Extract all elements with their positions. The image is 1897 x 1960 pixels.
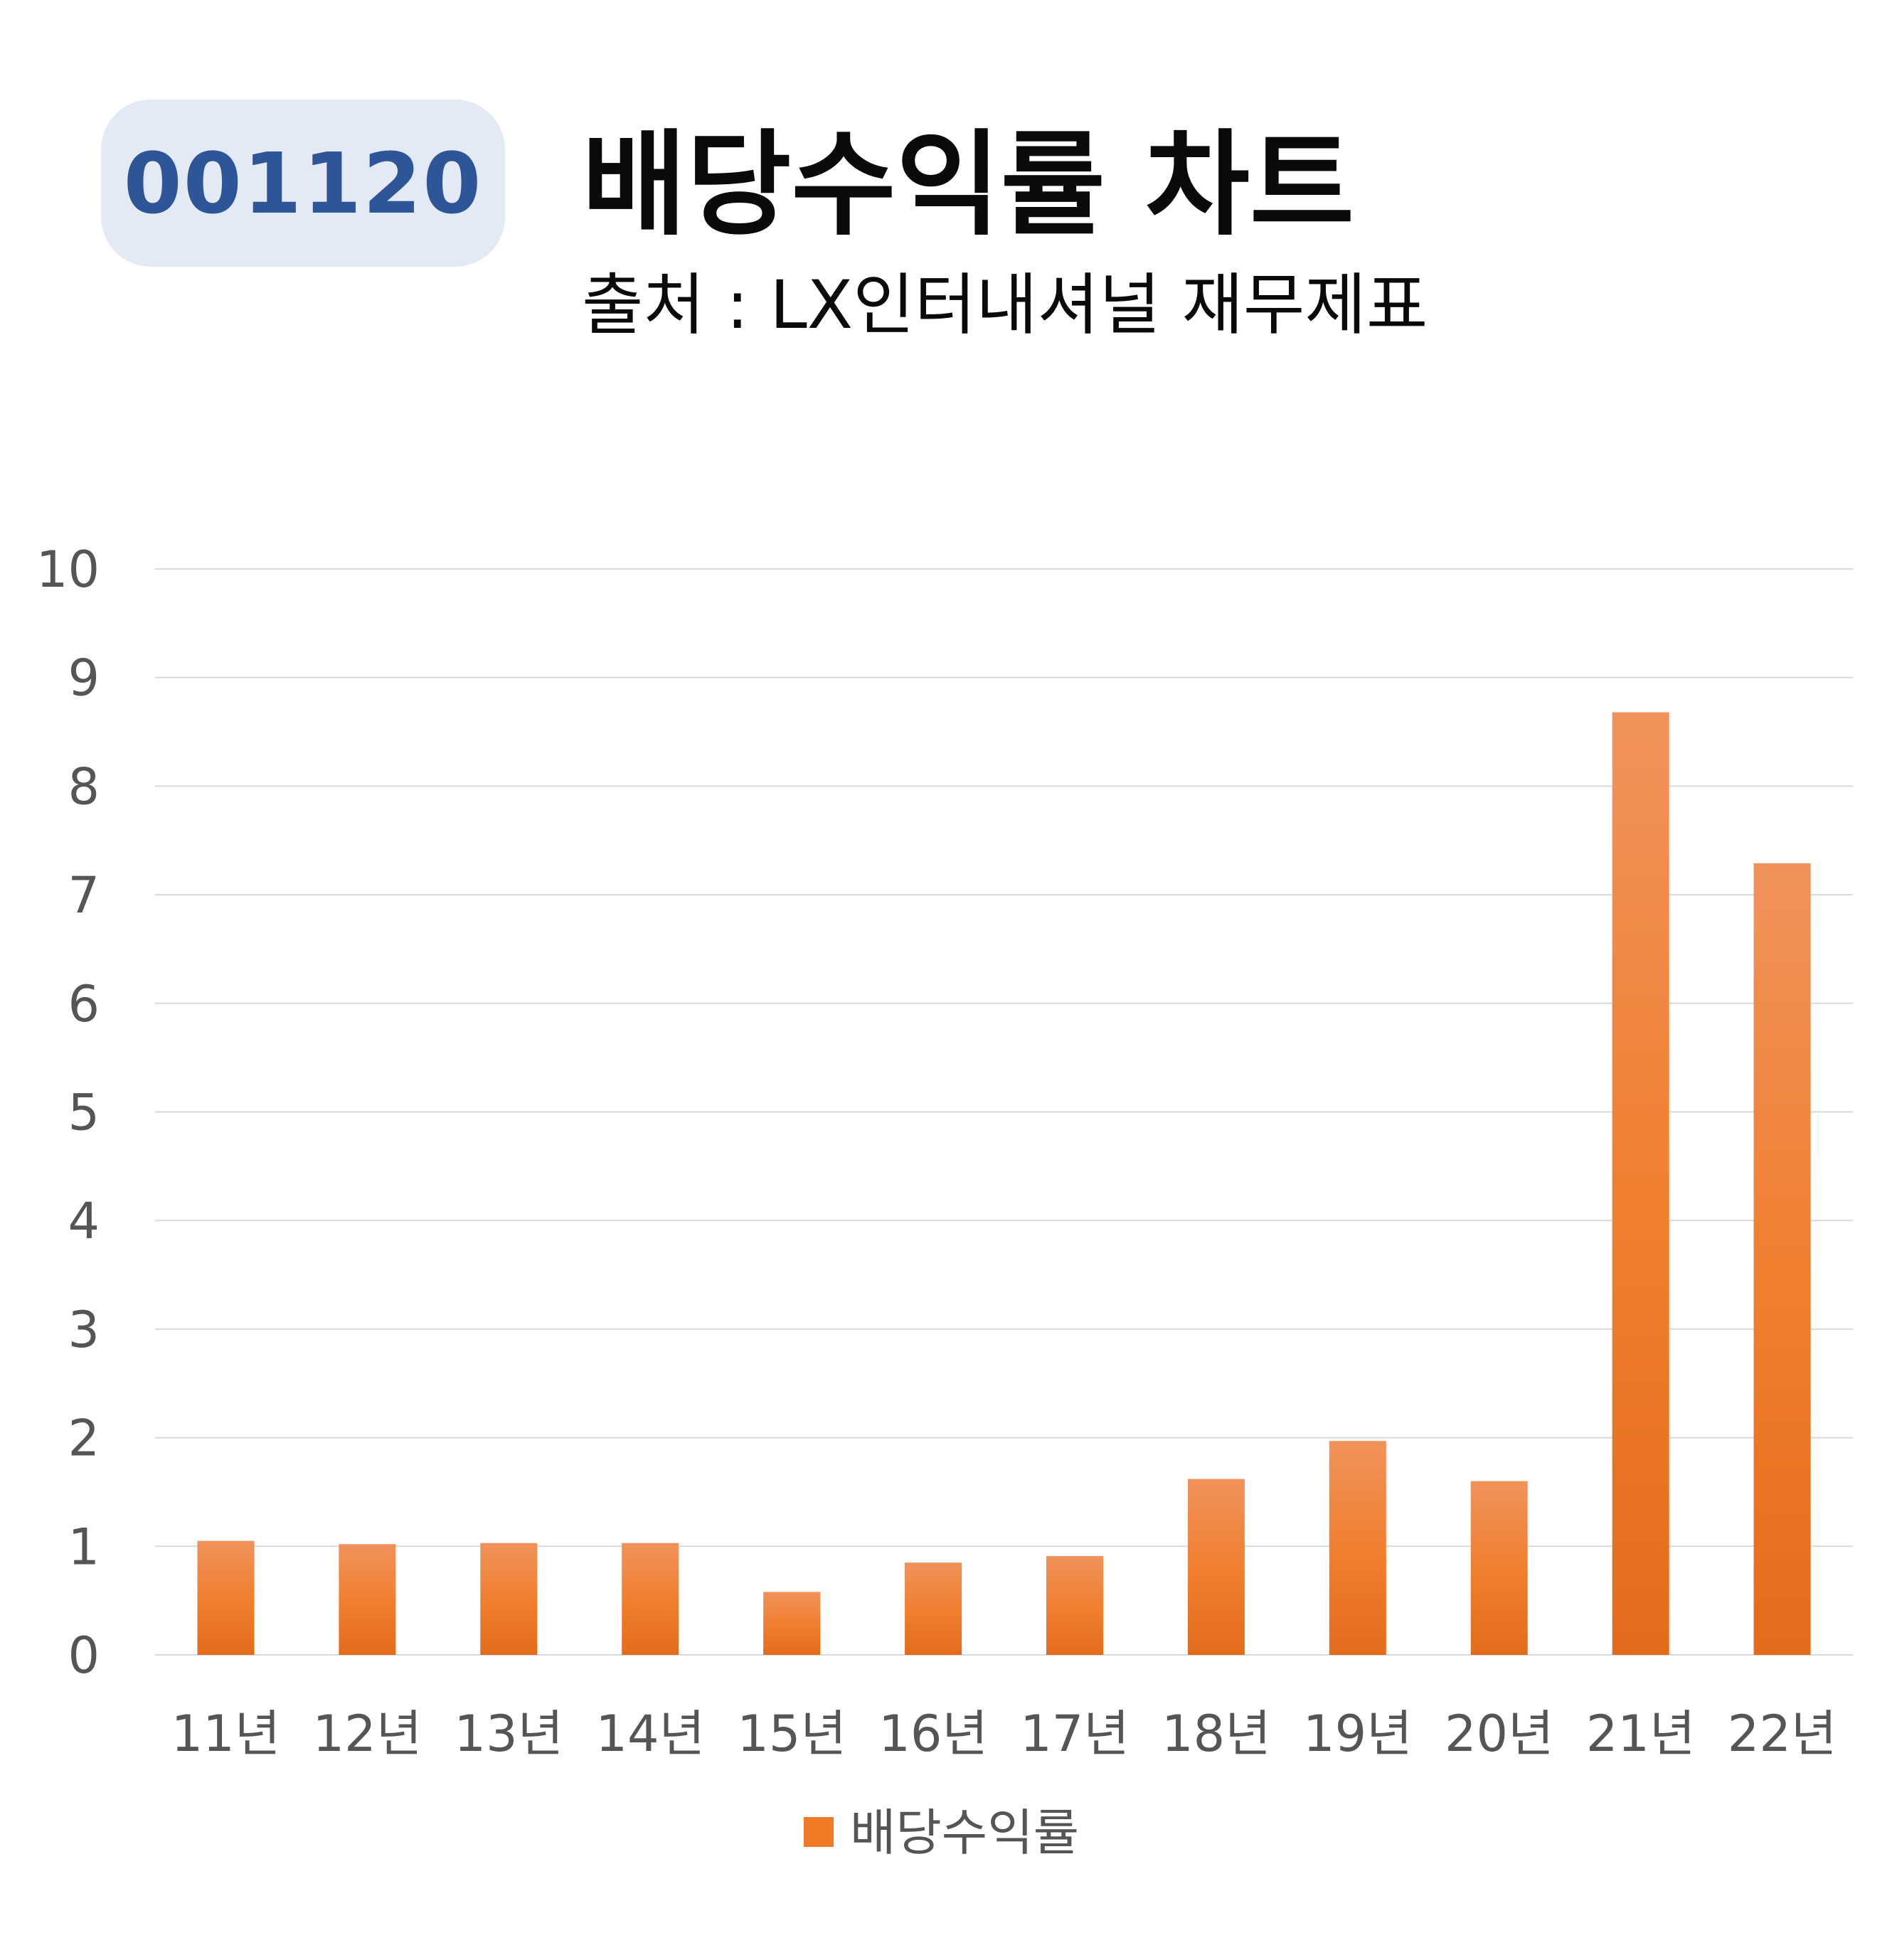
x-tick-label: 11년 [171,1705,280,1763]
x-tick-label: 14년 [595,1705,704,1763]
bar-21년 [1612,712,1669,1656]
bar-15년 [763,1592,821,1655]
y-tick-label: 10 [36,540,100,599]
x-axis-ticks: 11년 12년 13년 14년 15년 16년 17년 18년 19년 20년 21년 22년 [171,1705,1837,1763]
x-tick-label: 21년 [1586,1705,1695,1763]
bar-20년 [1470,1481,1528,1655]
x-tick-label: 18년 [1162,1705,1270,1763]
x-tick-label: 19년 [1303,1705,1412,1763]
bar-13년 [480,1543,538,1655]
y-tick-label: 1 [68,1518,100,1576]
stock-code-badge: 001120 [101,100,505,267]
y-tick-label: 3 [68,1301,100,1359]
x-tick-label: 13년 [455,1705,563,1763]
y-tick-label: 2 [68,1410,100,1468]
x-tick-label: 15년 [737,1705,846,1763]
bar-16년 [905,1562,962,1655]
bar-12년 [339,1544,396,1655]
bar-19년 [1329,1441,1386,1655]
x-tick-label: 20년 [1445,1705,1553,1763]
x-tick-label: 12년 [313,1705,422,1763]
x-tick-label: 22년 [1728,1705,1837,1763]
legend-label: 배당수익률 [850,1804,1079,1862]
y-tick-label: 8 [68,757,100,816]
y-axis-ticks: 0 1 2 3 4 5 6 7 8 9 10 [36,540,100,1685]
y-tick-label: 5 [68,1084,100,1142]
bar-18년 [1187,1479,1245,1655]
y-tick-label: 9 [68,649,100,708]
chart-subtitle: 출처 : LX인터내셔널 재무제표 [582,267,1428,344]
bar-14년 [622,1543,679,1655]
y-tick-label: 6 [68,975,100,1033]
bar-17년 [1046,1556,1103,1655]
chart-title: 배당수익률 차트 [582,118,1355,251]
x-tick-label: 17년 [1020,1705,1129,1763]
bar-22년 [1753,863,1811,1655]
bars [197,712,1811,1656]
legend: 배당수익률 [804,1804,1079,1862]
legend-swatch [804,1817,834,1847]
gridlines [155,568,1853,1656]
y-tick-label: 7 [68,866,100,925]
bar-11년 [197,1540,255,1655]
y-tick-label: 4 [68,1192,100,1250]
y-tick-label: 0 [68,1626,100,1685]
stock-code: 001120 [123,134,483,233]
x-tick-label: 16년 [878,1705,987,1763]
